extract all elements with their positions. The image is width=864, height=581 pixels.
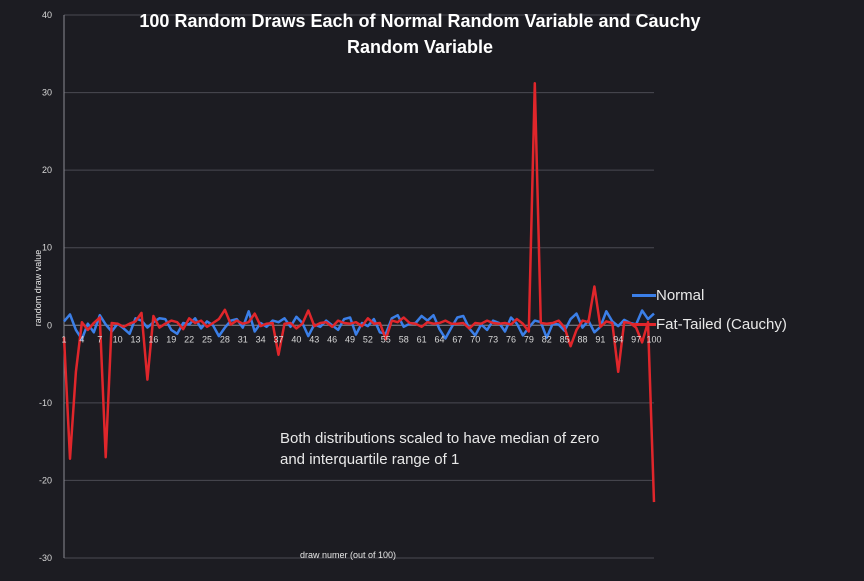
gridlines	[64, 14, 654, 559]
legend-swatch-normal	[632, 294, 656, 297]
axes	[63, 15, 654, 558]
y-axis-label: random draw value	[33, 249, 43, 327]
x-tick-label: 31	[238, 334, 248, 344]
x-tick-label: 85	[560, 334, 570, 344]
legend-label-normal: Normal	[656, 287, 705, 304]
series-line-cauchy	[62, 82, 656, 503]
x-tick-labels: 1 4 7 10 13 16 19 22 25 28 31 34 37 40 43 46 49 52 55 58 61 6…	[61, 334, 661, 344]
x-tick-label: 88	[577, 334, 587, 344]
x-tick-label: 49	[345, 334, 355, 344]
x-tick-label: 67	[452, 334, 462, 344]
x-tick-label: 82	[542, 334, 552, 344]
x-tick-label: 10	[113, 334, 123, 344]
x-tick-label: 58	[399, 334, 409, 344]
y-tick-label: 30	[42, 88, 52, 98]
series-lines	[62, 82, 656, 503]
x-tick-label: 13	[131, 334, 141, 344]
legend-entry-normal: Normal	[632, 287, 704, 304]
x-tick-label: 52	[363, 334, 373, 344]
x-tick-label: 34	[256, 334, 266, 344]
x-tick-label: 25	[202, 334, 212, 344]
y-tick-label: 20	[42, 165, 52, 175]
x-tick-label: 7	[97, 334, 102, 344]
x-tick-label: 61	[417, 334, 427, 344]
x-tick-label: 1	[61, 334, 66, 344]
x-tick-label: 94	[613, 334, 623, 344]
x-axis-label: draw numer (out of 100)	[300, 550, 397, 560]
y-tick-label: 10	[42, 243, 52, 253]
y-tick-label: -30	[39, 553, 52, 563]
x-tick-label: 37	[274, 334, 284, 344]
x-tick-label: 43	[309, 334, 319, 344]
x-tick-label: 76	[506, 334, 516, 344]
legend-entry-cauchy: Fat-Tailed (Cauchy)	[632, 316, 787, 333]
chart-annotation: Both distributions scaled to have median…	[280, 430, 600, 468]
chart-title: 100 Random Draws Each of Normal Random V…	[139, 11, 701, 57]
x-tick-label: 64	[434, 334, 444, 344]
x-tick-label: 91	[595, 334, 605, 344]
y-tick-label: 0	[47, 320, 52, 330]
x-tick-label: 28	[220, 334, 230, 344]
x-tick-label: 19	[166, 334, 176, 344]
x-tick-label: 73	[488, 334, 498, 344]
legend-swatch-cauchy	[632, 323, 656, 326]
x-tick-label: 22	[184, 334, 194, 344]
x-tick-label: 46	[327, 334, 337, 344]
x-tick-label: 4	[79, 334, 84, 344]
y-tick-label: -20	[39, 475, 52, 485]
x-tick-label: 100	[646, 334, 661, 344]
x-tick-label: 97	[631, 334, 641, 344]
x-tick-label: 16	[148, 334, 158, 344]
y-tick-labels: -30 -20 -10 0 10 20 30 40	[39, 10, 52, 563]
x-tick-label: 70	[470, 334, 480, 344]
x-tick-label: 79	[524, 334, 534, 344]
y-tick-label: 40	[42, 10, 52, 20]
y-tick-label: -10	[39, 398, 52, 408]
x-tick-label: 55	[381, 334, 391, 344]
x-tick-label: 40	[291, 334, 301, 344]
legend-label-cauchy: Fat-Tailed (Cauchy)	[656, 316, 787, 333]
series-line-normal	[63, 309, 655, 341]
